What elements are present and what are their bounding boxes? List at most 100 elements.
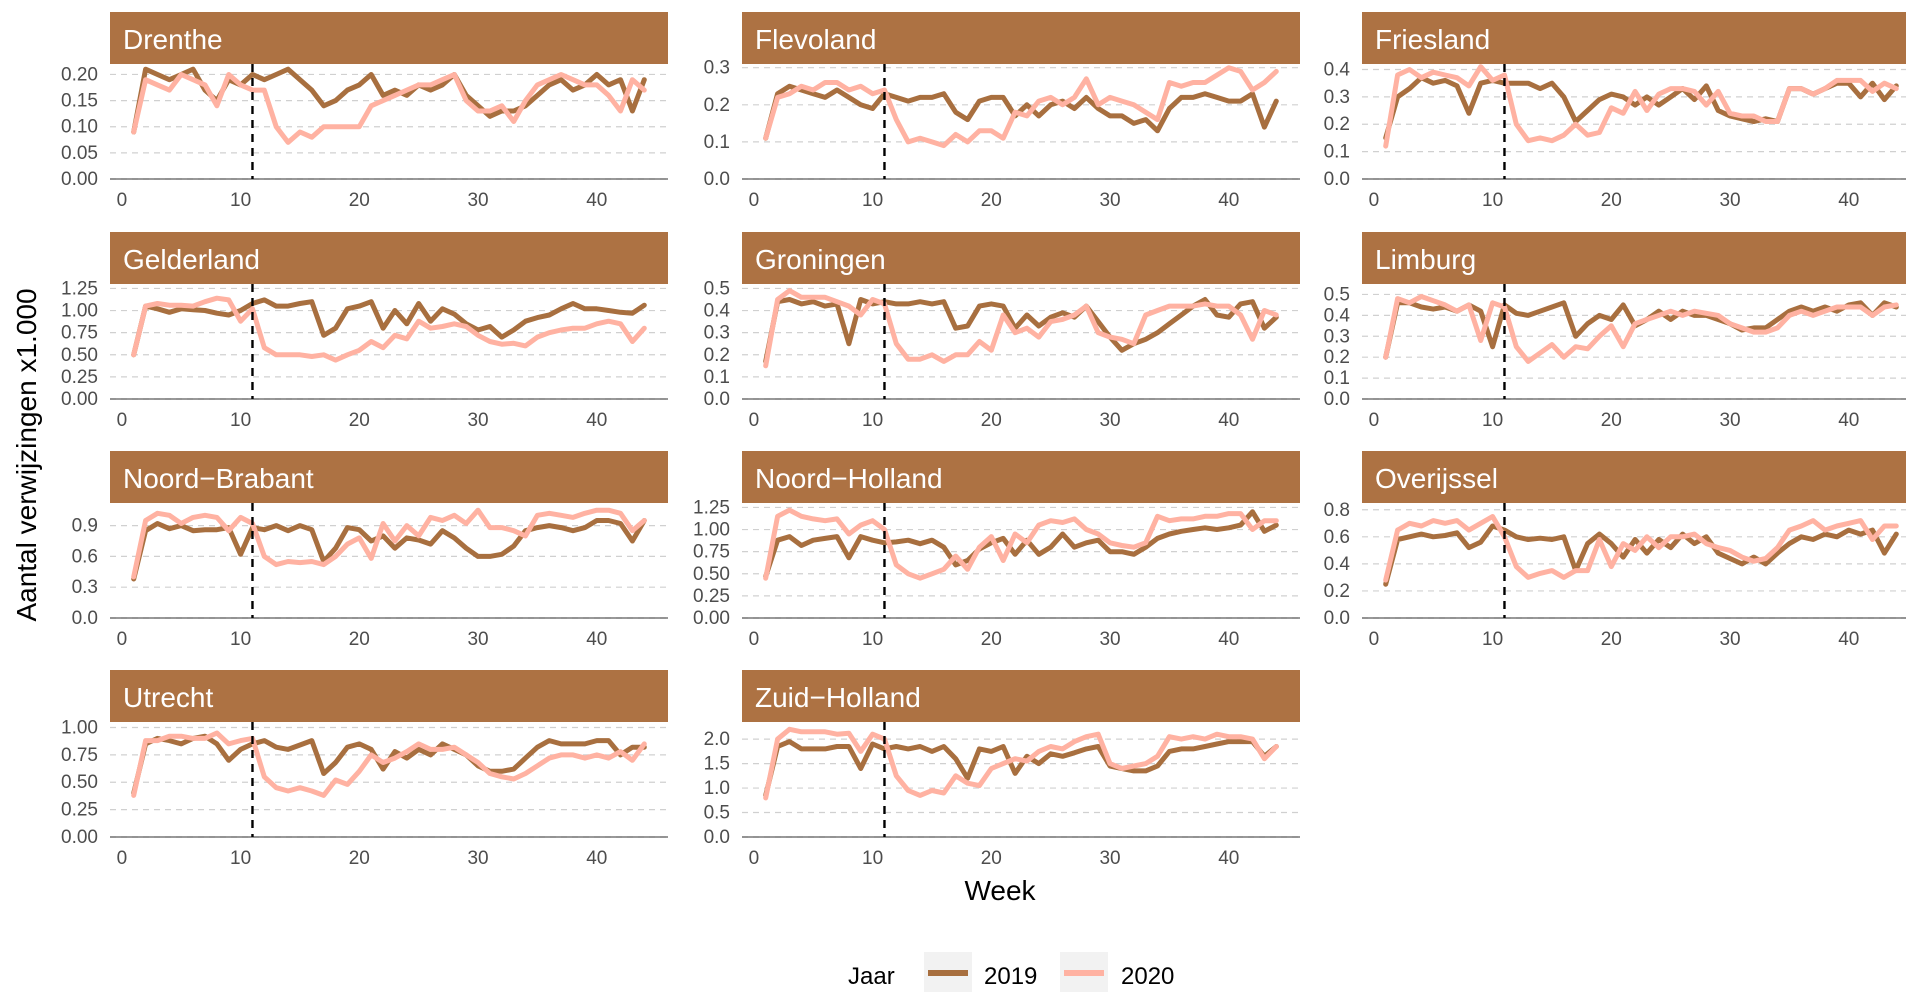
x-tick-label: 20	[981, 629, 1002, 650]
strip-zuid-holland	[742, 670, 1300, 722]
y-tick-label: 0.4	[1324, 554, 1351, 575]
y-tick-label: 0.2	[1324, 347, 1350, 368]
x-tick-label: 0	[749, 629, 760, 650]
y-tick-label: 0.2	[704, 345, 730, 366]
x-tick-label: 10	[230, 190, 251, 211]
panel-groningen: Groningen 0.00.10.20.30.40.5 0 10 20 30 40	[704, 232, 1300, 431]
x-tick-label: 0	[749, 410, 760, 431]
x-tick-label: 30	[467, 629, 488, 650]
y-tick-label: 0.3	[1324, 326, 1350, 347]
x-tick-label: 20	[981, 190, 1002, 211]
y-tick-label: 0.50	[61, 772, 98, 793]
strip-label: Groningen	[755, 244, 886, 275]
y-tick-label: 0.0	[1324, 169, 1350, 190]
series-line-2020	[763, 65, 1279, 149]
x-tick-label: 40	[586, 848, 607, 869]
y-tick-label: 0.5	[704, 803, 730, 824]
strip-limburg	[1362, 232, 1906, 284]
x-tick-label: 0	[117, 410, 128, 431]
y-tick-label: 0.1	[704, 367, 730, 388]
strip-label: Limburg	[1375, 244, 1476, 275]
strip-friesland	[1362, 12, 1906, 64]
panel-noord-brabant: Noord−Brabant 0.0 0.3 0.6 0.9 0 10 20 30 40	[72, 451, 668, 650]
y-tick-label: 0.00	[61, 169, 98, 190]
series-line-2019	[763, 509, 1279, 579]
strip-noord-brabant	[110, 451, 668, 503]
legend-title: Jaar	[848, 963, 895, 990]
y-tick-label: 0.8	[1324, 500, 1350, 521]
y-tick-label: 0.1	[1324, 142, 1350, 163]
y-tick-label: 0.1	[1324, 368, 1350, 389]
x-tick-label: 40	[1218, 629, 1239, 650]
x-tick-label: 10	[230, 629, 251, 650]
y-tick-label: 0.5	[1324, 284, 1350, 305]
x-tick-label: 30	[467, 410, 488, 431]
y-tick-label: 0.6	[72, 546, 98, 567]
x-tick-label: 30	[1719, 410, 1740, 431]
x-tick-label: 20	[981, 848, 1002, 869]
strip-gelderland	[110, 232, 668, 284]
strip-label: Noord−Brabant	[123, 463, 314, 494]
x-tick-label: 20	[1601, 410, 1622, 431]
y-tick-label: 0.9	[72, 516, 98, 537]
x-tick-label: 40	[1218, 848, 1239, 869]
x-tick-label: 10	[862, 629, 883, 650]
y-axis-title: Aantal verwijzingen x1.000	[11, 288, 42, 621]
strip-overijssel	[1362, 451, 1906, 503]
y-tick-label: 0.75	[61, 745, 98, 766]
y-tick-label: 0.25	[61, 367, 98, 388]
x-tick-label: 20	[349, 629, 370, 650]
x-tick-label: 10	[230, 848, 251, 869]
y-tick-label: 0.00	[693, 608, 730, 629]
panel-friesland: Friesland 0.0 0.1 0.2 0.3 0.4 0 10 20 30 40	[1324, 12, 1906, 211]
series-line-2019	[763, 83, 1279, 141]
x-tick-label: 30	[467, 190, 488, 211]
y-tick-label: 0.3	[704, 323, 730, 344]
y-tick-label: 0.4	[704, 301, 731, 322]
y-tick-label: 1.00	[61, 301, 98, 322]
series-line-2020	[1383, 64, 1899, 149]
series-line-2020	[1383, 514, 1899, 583]
y-tick-label: 0.0	[1324, 608, 1350, 629]
panel-limburg: Limburg 0.00.10.20.30.40.5 0 10 20 30 40	[1324, 232, 1906, 431]
x-tick-label: 10	[1482, 190, 1503, 211]
series-line-2019	[131, 297, 647, 358]
x-tick-label: 40	[1838, 190, 1859, 211]
series-line-2019	[1383, 75, 1899, 141]
series-line-2020	[131, 507, 647, 580]
series-line-2020	[763, 507, 1279, 581]
x-tick-label: 10	[862, 848, 883, 869]
y-tick-label: 0.5	[704, 278, 730, 299]
y-tick-label: 0.4	[1324, 59, 1351, 80]
series-line-2020	[1383, 294, 1899, 364]
x-tick-label: 0	[1369, 629, 1380, 650]
series-line-2020	[763, 288, 1279, 369]
series-line-2020	[763, 726, 1279, 801]
series-line-2020	[131, 730, 647, 798]
panel-gelderland: Gelderland 0.000.250.500.751.001.25 0 10 20 3…	[61, 232, 668, 431]
panel-noord-holland: Noord−Holland 0.000.250.500.751.001.25 0 10…	[693, 451, 1300, 650]
x-tick-label: 30	[1099, 848, 1120, 869]
x-tick-label: 0	[1369, 410, 1380, 431]
y-tick-label: 0.1	[704, 132, 730, 153]
x-tick-label: 20	[349, 190, 370, 211]
y-tick-label: 0.00	[61, 389, 98, 410]
x-tick-label: 40	[586, 629, 607, 650]
y-tick-label: 0.00	[61, 827, 98, 848]
panel-drenthe: Drenthe 0.00 0.05 0.10 0.15 0.20 0 10 20 30 40	[61, 12, 668, 211]
panel-overijssel: Overijssel 0.0 0.2 0.4 0.6 0.8 0 10 20 30 40	[1324, 451, 1906, 650]
x-tick-label: 0	[117, 190, 128, 211]
panel-flevoland: Flevoland 0.0 0.1 0.2 0.3 0 10 20 30 40	[704, 12, 1300, 211]
strip-flevoland	[742, 12, 1300, 64]
x-tick-label: 30	[1099, 190, 1120, 211]
y-tick-label: 0.75	[693, 542, 730, 563]
legend: Jaar 2019 2020	[848, 952, 1174, 992]
series-line-2019	[1383, 523, 1899, 587]
y-tick-label: 0.6	[1324, 527, 1350, 548]
y-tick-label: 0.25	[61, 800, 98, 821]
x-tick-label: 30	[1719, 190, 1740, 211]
series-line-2019	[131, 733, 647, 796]
y-tick-label: 2.0	[704, 729, 730, 750]
y-tick-label: 0.50	[61, 345, 98, 366]
x-tick-label: 10	[862, 190, 883, 211]
